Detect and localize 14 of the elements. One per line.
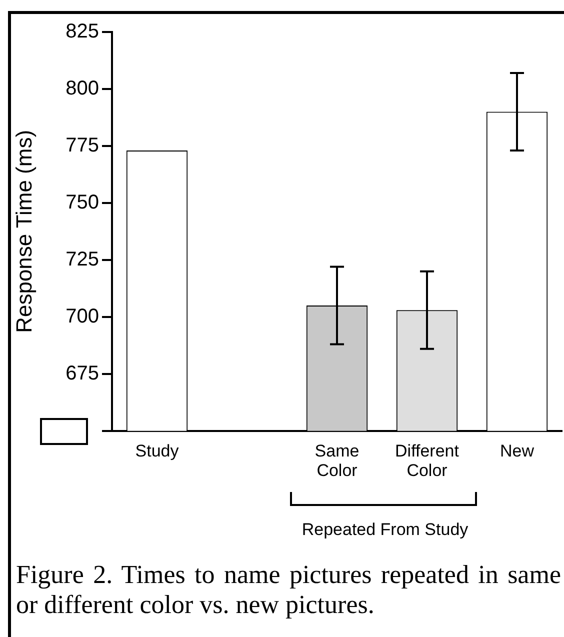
x-tick-label: Same Color xyxy=(314,441,360,480)
y-tick-label: 825 xyxy=(66,20,99,43)
x-tick-label: New xyxy=(500,441,535,460)
y-tick-label: 800 xyxy=(66,78,99,100)
y-axis-title: Response Time (ms) xyxy=(11,130,36,333)
y-tick-label: 675 xyxy=(66,362,99,384)
x-tick-label: Study xyxy=(135,441,180,460)
caption: Figure 2. Times to name pictures repeated in same or different color vs. new pictures. xyxy=(16,560,561,620)
y-tick-label: 750 xyxy=(66,191,99,214)
y-tick-label: 725 xyxy=(66,248,99,270)
y-tick-label: 700 xyxy=(66,305,99,328)
text: Repeated From Study xyxy=(300,520,470,540)
y-tick-label: 775 xyxy=(66,134,99,156)
x-tick-label: Different Color xyxy=(395,441,460,480)
